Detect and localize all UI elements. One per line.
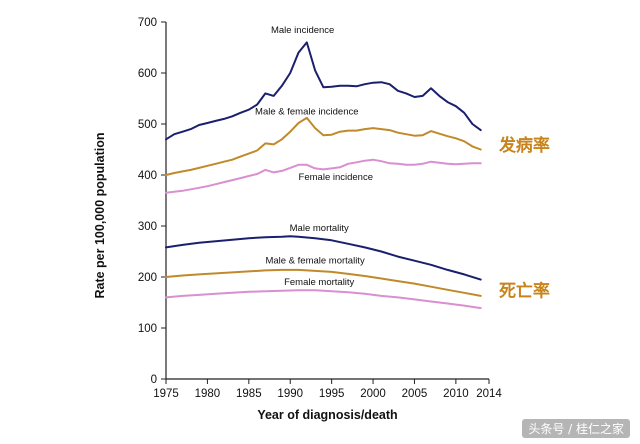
y-tick-label: 600 (138, 68, 157, 80)
series-line-male-female-mortality (165, 268, 482, 297)
series-label: Male & female incidence (255, 106, 359, 117)
x-axis-title: Year of diagnosis/death (257, 408, 397, 422)
group-label: 死亡率 (499, 280, 550, 300)
x-tick-label: 1985 (236, 388, 262, 400)
x-tick-label: 2014 (476, 388, 502, 400)
y-axis-title: Rate per 100,000 population (93, 132, 107, 298)
series-line-male-female-incidence (165, 116, 482, 176)
x-tick-label: 2005 (402, 388, 428, 400)
series-line-female-incidence (165, 158, 482, 194)
x-tick-label: 2010 (443, 388, 469, 400)
y-tick-label: 400 (138, 170, 157, 182)
y-tick-label: 300 (138, 221, 157, 233)
series-label: Male mortality (290, 223, 349, 234)
series-line-female-mortality (165, 289, 482, 310)
y-tick-label: 100 (138, 323, 157, 335)
series-label: Female incidence (299, 172, 373, 183)
series-label: Male & female mortality (265, 256, 365, 267)
y-tick-label: 700 (138, 17, 157, 29)
series-line-male-incidence (165, 41, 482, 141)
series-line-male-mortality (165, 235, 482, 281)
group-label: 发病率 (498, 135, 550, 155)
x-tick-label: 1995 (319, 388, 345, 400)
y-tick-label: 0 (151, 374, 157, 386)
x-tick-label: 1990 (277, 388, 303, 400)
watermark: 头条号 / 桂仁之家 (522, 419, 630, 438)
y-tick-label: 500 (138, 119, 157, 131)
y-tick-label: 200 (138, 272, 157, 284)
series-label: Female mortality (284, 277, 354, 288)
x-tick-label: 2000 (360, 388, 386, 400)
x-tick-label: 1980 (195, 388, 221, 400)
series-label: Male incidence (271, 25, 334, 36)
x-tick-label: 1975 (153, 388, 179, 400)
